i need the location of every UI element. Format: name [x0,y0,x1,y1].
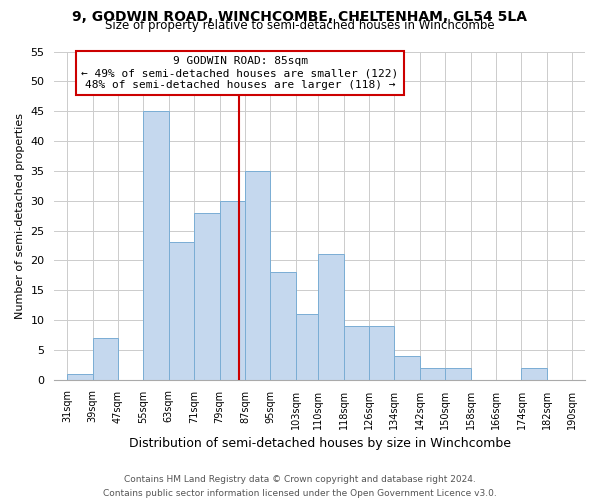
Text: Size of property relative to semi-detached houses in Winchcombe: Size of property relative to semi-detach… [105,19,495,32]
Bar [143,111,169,380]
Bar [220,200,245,380]
Bar [296,314,318,380]
Bar [521,368,547,380]
Text: Contains HM Land Registry data © Crown copyright and database right 2024.
Contai: Contains HM Land Registry data © Crown c… [103,476,497,498]
Bar [194,212,220,380]
Bar [67,374,92,380]
X-axis label: Distribution of semi-detached houses by size in Winchcombe: Distribution of semi-detached houses by … [129,437,511,450]
Bar [445,368,470,380]
Text: 9, GODWIN ROAD, WINCHCOMBE, CHELTENHAM, GL54 5LA: 9, GODWIN ROAD, WINCHCOMBE, CHELTENHAM, … [73,10,527,24]
Bar [420,368,445,380]
Bar [369,326,394,380]
Bar [318,254,344,380]
Text: 9 GODWIN ROAD: 85sqm
← 49% of semi-detached houses are smaller (122)
48% of semi: 9 GODWIN ROAD: 85sqm ← 49% of semi-detac… [82,56,399,90]
Y-axis label: Number of semi-detached properties: Number of semi-detached properties [15,112,25,318]
Bar [245,171,271,380]
Bar [92,338,118,380]
Bar [394,356,420,380]
Bar [169,242,194,380]
Bar [344,326,369,380]
Bar [271,272,296,380]
